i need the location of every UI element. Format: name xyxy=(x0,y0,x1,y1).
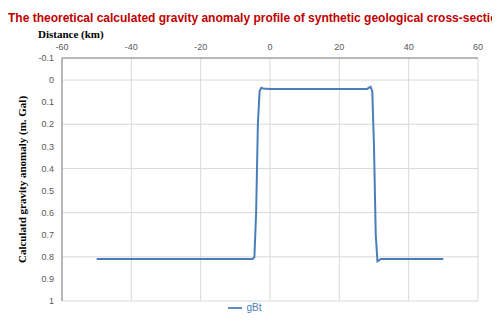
svg-text:0: 0 xyxy=(267,42,272,52)
svg-text:1: 1 xyxy=(49,296,54,306)
svg-text:0.4: 0.4 xyxy=(41,164,54,174)
svg-text:0.7: 0.7 xyxy=(41,230,54,240)
svg-text:0.1: 0.1 xyxy=(41,97,54,107)
svg-text:40: 40 xyxy=(404,42,414,52)
svg-text:-0.1: -0.1 xyxy=(38,53,54,63)
html-text:Distance (km): Distance (km) xyxy=(38,28,104,40)
svg-text:20: 20 xyxy=(334,42,344,52)
svg-text:-40: -40 xyxy=(125,42,138,52)
svg-text:60: 60 xyxy=(473,42,483,52)
svg-text:Calculatd gravity anomaly (m.: Calculatd gravity anomaly (m. Gal) xyxy=(16,96,29,263)
svg-text:0.9: 0.9 xyxy=(41,274,54,284)
svg-text:-60: -60 xyxy=(55,42,68,52)
svg-text:0.5: 0.5 xyxy=(41,186,54,196)
html-text:gBt: gBt xyxy=(246,301,262,313)
svg-text:0.8: 0.8 xyxy=(41,252,54,262)
svg-text:0.6: 0.6 xyxy=(41,208,54,218)
svg-text:0.3: 0.3 xyxy=(41,142,54,152)
svg-text:0: 0 xyxy=(49,75,54,85)
svg-text:-20: -20 xyxy=(194,42,207,52)
svg-text:0.2: 0.2 xyxy=(41,119,54,129)
